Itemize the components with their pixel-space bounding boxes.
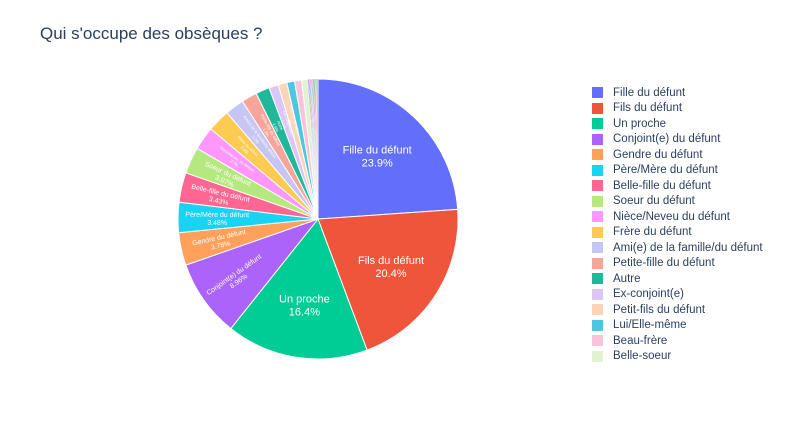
- legend-item[interactable]: Fils du défunt: [592, 101, 763, 117]
- legend-item[interactable]: Frère du défunt: [592, 225, 763, 241]
- legend-swatch: [592, 350, 603, 362]
- legend-item[interactable]: Un proche: [592, 116, 763, 132]
- legend-item[interactable]: Petit-fils du défunt: [592, 302, 763, 318]
- legend: Fille du défunt Fils du défunt Un proche Co…: [592, 85, 763, 364]
- legend-swatch: [592, 133, 603, 145]
- pie-slice-fille-du-d-funt[interactable]: [317, 78, 459, 220]
- legend-item[interactable]: Belle-soeur: [592, 349, 763, 365]
- legend-item[interactable]: Gendre du défunt: [592, 147, 763, 163]
- legend-item[interactable]: Soeur du défunt: [592, 194, 763, 210]
- legend-label: Conjoint(e) du défunt: [613, 133, 721, 146]
- chart-title: Qui s'occupe des obsèques ?: [40, 24, 263, 43]
- legend-swatch: [592, 211, 603, 223]
- legend-label: Fille du défunt: [613, 86, 686, 99]
- pie-slice-fils-du-d-funt[interactable]: [317, 208, 459, 351]
- legend-label: Fils du défunt: [613, 102, 683, 115]
- slice-label: Un proche 16.4%: [279, 294, 330, 319]
- legend-label: Petit-fils du défunt: [613, 303, 706, 316]
- legend-label: Nièce/Neveu du défunt: [613, 210, 730, 223]
- legend-label: Père/Mère du défunt: [613, 164, 718, 177]
- slice-label: Père/Mère du défunt3.48%: [185, 212, 249, 228]
- legend-label: Lui/Elle-même: [613, 319, 687, 332]
- legend-swatch: [592, 304, 603, 316]
- legend-item[interactable]: Petite-fille du défunt: [592, 256, 763, 272]
- legend-swatch: [592, 118, 603, 130]
- legend-item[interactable]: Lui/Elle-même: [592, 318, 763, 334]
- legend-label: Belle-soeur: [613, 350, 672, 363]
- legend-item[interactable]: Ex-conjoint(e): [592, 287, 763, 303]
- legend-label: Un proche: [613, 117, 667, 130]
- legend-swatch: [592, 319, 603, 331]
- legend-item[interactable]: Belle-fille du défunt: [592, 178, 763, 194]
- legend-swatch: [592, 164, 603, 176]
- legend-swatch: [592, 335, 603, 347]
- legend-label: Petite-fille du défunt: [613, 257, 715, 270]
- legend-label: Beau-frère: [613, 334, 668, 347]
- legend-label: Gendre du défunt: [613, 148, 703, 161]
- legend-item[interactable]: Ami(e) de la famille/du défunt: [592, 240, 763, 256]
- slice-label: Autre1.6%: [272, 120, 285, 133]
- legend-item[interactable]: Nièce/Neveu du défunt: [592, 209, 763, 225]
- legend-swatch: [592, 180, 603, 192]
- slice-label: Fille du défunt 23.9%: [343, 145, 412, 170]
- legend-label: Frère du défunt: [613, 226, 692, 239]
- legend-label: Soeur du défunt: [613, 195, 695, 208]
- legend-item[interactable]: Autre: [592, 271, 763, 287]
- legend-swatch: [592, 288, 603, 300]
- pie-slice-other[interactable]: [317, 78, 319, 220]
- legend-label: Ami(e) de la famille/du défunt: [613, 241, 763, 254]
- legend-label: Autre: [613, 272, 641, 285]
- legend-swatch: [592, 242, 603, 254]
- pie-slice-un-proche[interactable]: [230, 217, 368, 360]
- legend-item[interactable]: Père/Mère du défunt: [592, 163, 763, 179]
- legend-swatch: [592, 195, 603, 207]
- slice-label: Fils du défunt 20.4%: [358, 255, 424, 280]
- legend-swatch: [592, 102, 603, 114]
- legend-label: Belle-fille du défunt: [613, 179, 711, 192]
- legend-item[interactable]: Beau-frère: [592, 333, 763, 349]
- legend-swatch: [592, 149, 603, 161]
- legend-swatch: [592, 226, 603, 238]
- legend-label: Ex-conjoint(e): [613, 288, 684, 301]
- legend-item[interactable]: Fille du défunt: [592, 85, 763, 101]
- legend-item[interactable]: Conjoint(e) du défunt: [592, 132, 763, 148]
- legend-swatch: [592, 257, 603, 269]
- legend-swatch: [592, 87, 603, 99]
- legend-swatch: [592, 273, 603, 285]
